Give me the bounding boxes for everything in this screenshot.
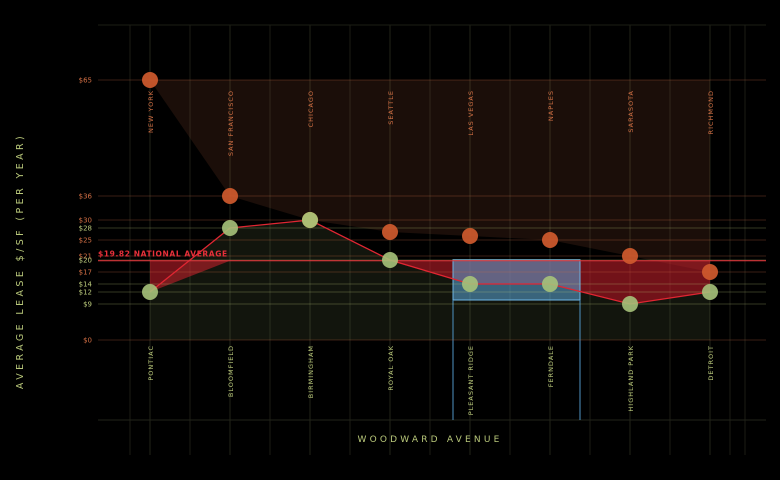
y-tick-label: $30 xyxy=(79,217,92,225)
y-tick-label: $25 xyxy=(79,237,92,245)
y-tick-label: $21 xyxy=(79,253,92,261)
green-category-label: PLEASANT RIDGE xyxy=(467,345,475,415)
orange-category-label: CHICAGO xyxy=(307,90,315,127)
y-tick-label: $65 xyxy=(79,77,92,85)
y-tick-label: $9 xyxy=(83,301,92,309)
green-category-label: FERNDALE xyxy=(547,345,555,387)
orange-range-area xyxy=(150,80,710,272)
y-axis-label: AVERAGE LEASE $/SF (PER YEAR) xyxy=(15,133,26,389)
orange-category-label: LAS VEGAS xyxy=(467,90,475,136)
green-range-area xyxy=(150,220,710,340)
orange-point xyxy=(142,72,158,88)
orange-point xyxy=(622,248,638,264)
green-series-line xyxy=(149,219,711,305)
orange-category-label: RICHMOND xyxy=(707,90,715,134)
green-point xyxy=(462,276,478,292)
green-point xyxy=(142,284,158,300)
green-category-label: HIGHLAND PARK xyxy=(627,345,635,412)
green-category-label: BLOOMFIELD xyxy=(227,345,235,397)
orange-category-label: SAN FRANCISCO xyxy=(227,90,235,156)
green-point xyxy=(702,284,718,300)
y-tick-label: $36 xyxy=(79,193,93,201)
x-axis-label: WOODWARD AVENUE xyxy=(357,435,502,445)
orange-point xyxy=(542,232,558,248)
green-category-label: DETROIT xyxy=(707,345,715,381)
orange-category-label: NEW YORK xyxy=(147,90,155,133)
orange-point xyxy=(382,224,398,240)
green-point xyxy=(542,276,558,292)
national-average-label: $19.82 NATIONAL AVERAGE xyxy=(98,250,228,259)
orange-category-label: NAPLES xyxy=(547,90,555,121)
orange-point xyxy=(462,228,478,244)
green-point xyxy=(622,296,638,312)
y-tick-label: $0 xyxy=(83,337,92,345)
y-tick-label: $28 xyxy=(79,225,92,233)
green-point xyxy=(382,252,398,268)
green-point xyxy=(302,212,318,228)
orange-point xyxy=(222,188,238,204)
orange-category-label: SEATTLE xyxy=(387,90,395,125)
green-category-label: ROYAL OAK xyxy=(387,345,395,391)
y-tick-label: $17 xyxy=(79,269,92,277)
y-tick-label: $14 xyxy=(79,281,93,289)
green-category-label: BIRMINGHAM xyxy=(307,345,315,398)
y-tick-label: $12 xyxy=(79,289,92,297)
green-category-label: PONTIAC xyxy=(147,345,155,381)
orange-point xyxy=(702,264,718,280)
y-tick-label: $20 xyxy=(79,257,92,265)
orange-category-label: SARASOTA xyxy=(627,90,635,133)
green-point xyxy=(222,220,238,236)
